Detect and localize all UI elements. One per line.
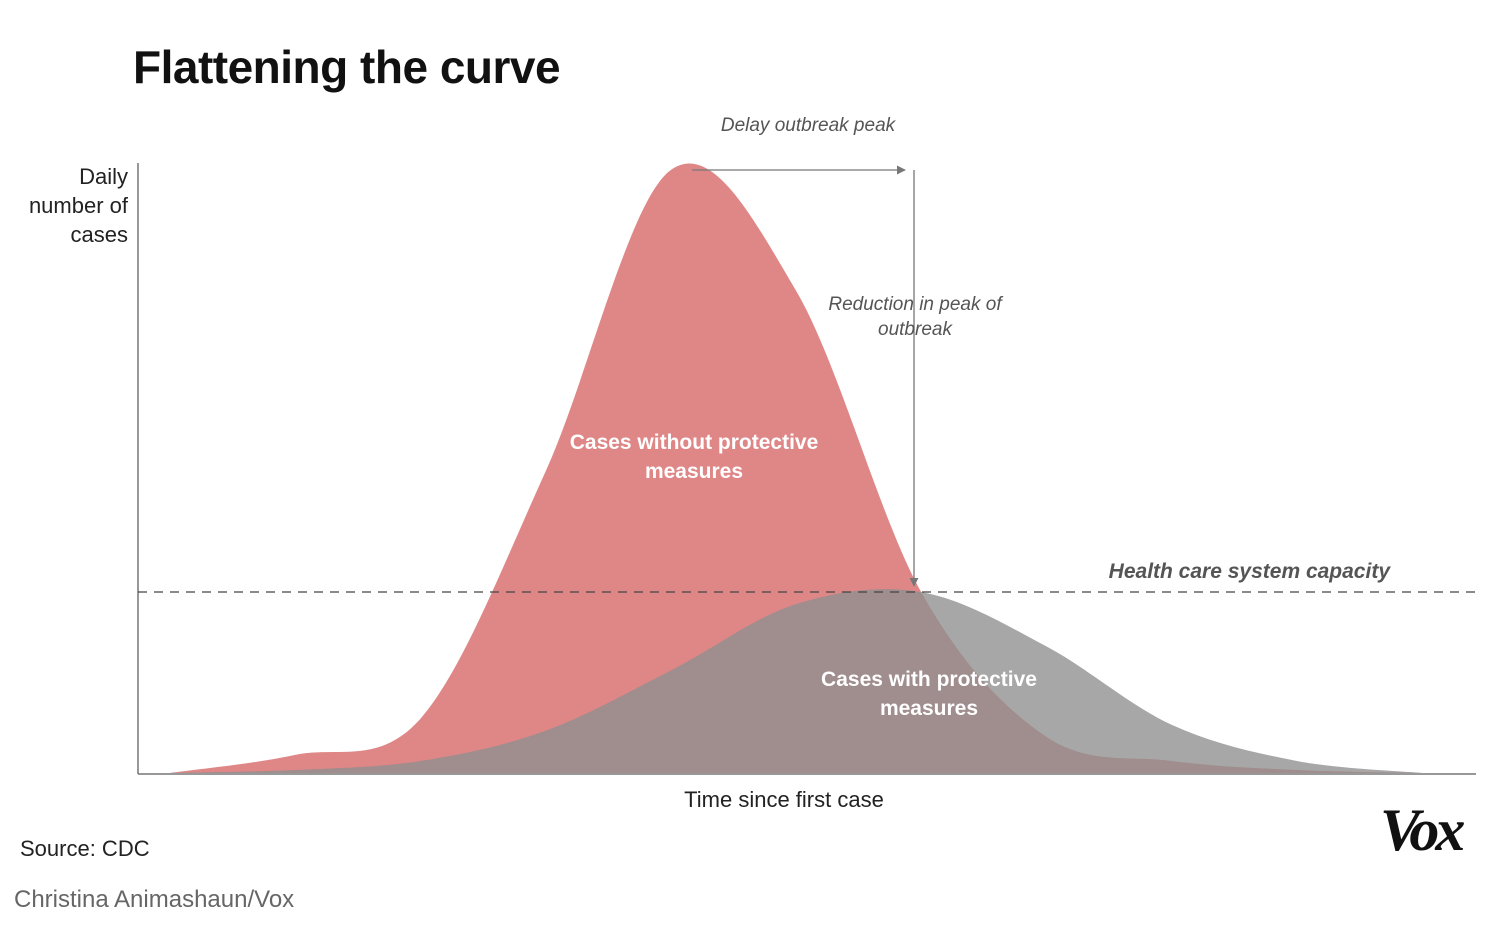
credit-line: Christina Animashaun/Vox [14, 886, 295, 913]
y-axis-label-line: number of [28, 193, 128, 218]
delay-annotation: Delay outbreak peak [720, 115, 896, 136]
chart-title: Flattening the curve [133, 41, 561, 93]
x-axis-label: Time since first case [684, 787, 884, 812]
area-without-measures [170, 163, 1422, 773]
y-axis-label-line: cases [70, 222, 128, 247]
y-axis-label-line: Daily [79, 164, 128, 189]
y-axis-label: Daily number of cases [8, 162, 128, 249]
series-label-without: Cases without protective measures [569, 431, 819, 483]
capacity-label: Health care system capacity [1108, 560, 1390, 583]
series-label-with: Cases with protective measures [821, 668, 1037, 720]
reduction-annotation: Reduction in peak of outbreak [828, 294, 1002, 340]
source-note: Source: CDC [20, 836, 150, 861]
area-with-measures [170, 589, 1422, 773]
vox-logo: Vox [1380, 797, 1465, 863]
